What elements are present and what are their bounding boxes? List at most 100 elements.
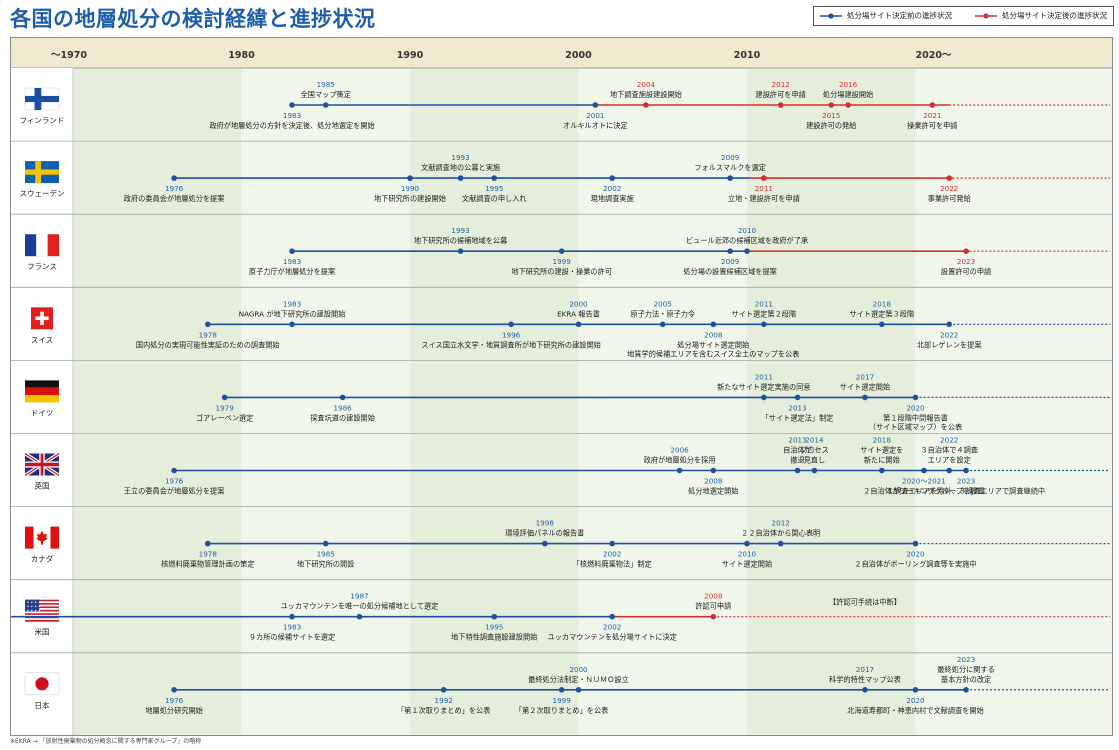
uk-event-8-year: 2023	[957, 477, 975, 486]
ch-event-2-text: 原子力法・原子力令	[630, 309, 695, 318]
ca-event-2-marker	[205, 540, 211, 547]
se-event-6-marker	[761, 175, 767, 181]
flag-us-part	[25, 599, 40, 612]
fr-event-4-text: 処分場の設置候補区域を提案	[683, 267, 776, 276]
jp-event-3-marker	[171, 687, 177, 693]
flag-us-part	[25, 604, 59, 607]
uk-event-8-marker	[963, 467, 969, 474]
flag-de-part	[25, 387, 59, 396]
us-event-2-text: 【許認可手続は中断】	[829, 598, 901, 607]
se-event-2-marker	[171, 175, 177, 181]
flag-us-star	[27, 609, 29, 612]
de-event-5-marker	[912, 394, 919, 401]
se-event-3-marker	[407, 175, 413, 181]
country-name-us: 米国	[35, 627, 50, 637]
ch-event-2-year: 2005	[654, 299, 672, 308]
fi-event-7-text: 操業許可を申請	[907, 121, 957, 130]
uk-event-5-text: 王立の委員会が地層処分を提案	[124, 487, 225, 496]
uk-event-1-marker	[794, 467, 801, 474]
ca-event-5-marker	[744, 540, 750, 547]
ca-event-6-marker	[912, 540, 919, 547]
us-event-6-year: 2002	[603, 623, 621, 632]
flag-jp-sun	[35, 677, 49, 691]
se-event-0-marker	[457, 175, 464, 181]
us-event-5-text: 地下特性調査施設建設開始	[451, 633, 537, 642]
jp-event-2-text2: 基本方針の改定	[941, 675, 991, 684]
flag-de-part	[25, 395, 59, 403]
flag-us-part	[25, 614, 59, 617]
fr-event-4-marker	[727, 248, 733, 254]
country-name-ch: スイス	[31, 335, 53, 344]
ca-event-3-text: 地下研究所の開設	[297, 560, 355, 569]
fi-event-5-text: オルキルオトに決定	[563, 121, 628, 130]
uk-event-6-year: 2008	[704, 477, 723, 486]
se-event-5-marker	[609, 175, 615, 181]
fr-event-1-text: ビュール近郊の候補区域を政府が了承	[686, 236, 808, 245]
uk-event-4-year: 2022	[940, 436, 958, 445]
flag-ca-maple	[36, 530, 48, 545]
legend-marker-after	[983, 13, 989, 19]
fi-event-0-marker	[322, 102, 329, 108]
ch-event-3-text: サイト選定第２段階	[731, 309, 796, 318]
uk-event-4-text: ３自治体で４調査	[920, 446, 978, 455]
flag-de-part	[25, 380, 59, 388]
flag-uk-part	[40, 453, 44, 476]
us-event-1-text: 許認可申請	[695, 602, 731, 611]
se-event-4-year: 1995	[485, 184, 503, 193]
jp-event-3-year: 1976	[165, 696, 184, 705]
ch-event-7-year: 2008	[704, 330, 723, 339]
fi-event-1-year: 2004	[637, 80, 656, 89]
fr-event-5-year: 2023	[957, 257, 975, 266]
se-event-7-marker	[946, 175, 952, 181]
fr-event-1-year: 2010	[738, 226, 757, 235]
band-2000s	[578, 68, 747, 735]
uk-event-0-text: 政府が地層処分を採用	[644, 456, 716, 465]
uk-event-2-text: プロセス	[800, 446, 829, 455]
flag-us-part	[25, 599, 59, 602]
de-event-5-text2: （サイト区域マップ）を公表	[869, 422, 962, 431]
jp-event-2-text: 最終処分に関する	[937, 665, 995, 674]
flag-us	[25, 599, 59, 622]
jp-event-2-marker	[963, 687, 969, 693]
ch-event-4-year: 2018	[873, 299, 892, 308]
ca-event-1-text: ２２自治体から関心表明	[741, 529, 820, 538]
flag-fr-part	[36, 234, 48, 257]
fi-event-5-year: 2001	[586, 111, 604, 120]
country-name-fi: フィンランド	[20, 116, 65, 125]
band-2020s	[915, 68, 1112, 735]
ca-event-1-year: 2012	[772, 519, 790, 528]
se-event-3-year: 1990	[401, 184, 420, 193]
se-event-1-marker	[727, 175, 733, 181]
flag-ca-part	[50, 526, 59, 549]
de-event-3-text: 探査坑道の建設開始	[310, 413, 375, 422]
ch-event-0-text: NAGRA が地下研究所の建設開始	[239, 309, 346, 318]
de-event-5-text: 第１段階中間報告書	[883, 413, 948, 422]
fr-event-5-text: 設置許可の申請	[941, 267, 991, 276]
flag-ca-part	[25, 526, 34, 549]
fi-event-3-year: 2016	[839, 80, 858, 89]
flag-fr-part	[25, 234, 37, 257]
flag-us-part	[25, 613, 59, 615]
ca-event-0-marker	[542, 540, 548, 547]
fi-event-5-marker	[592, 102, 599, 108]
ch-event-4-text: サイト選定第３段階	[849, 309, 914, 318]
fi-event-4-text: 政府が地層処分の方針を決定後、処分地選定を開始	[209, 121, 374, 130]
se-event-6-text: 立地・建設許可を申請	[728, 194, 800, 203]
flag-us-star	[38, 601, 41, 603]
de-event-3-year: 1986	[333, 403, 352, 412]
flag-us-part	[25, 608, 59, 610]
jp-event-2-year: 2023	[957, 655, 975, 664]
ch-event-1-text: EKRA 報告書	[557, 309, 600, 318]
country-name-se: スウェーデン	[20, 188, 65, 198]
flag-us-part	[25, 609, 59, 612]
uk-event-7-marker	[921, 467, 927, 474]
se-event-1-text: フォルスマルクを選定	[694, 163, 766, 172]
ch-event-5-text: 国内処分の実現可能性実証のための調査開始	[136, 340, 280, 349]
uk-event-3-marker	[879, 467, 885, 474]
legend: 処分場サイト決定前の進捗状況 処分場サイト決定後の進捗状況	[813, 6, 1114, 26]
jp-event-4-text: 「第１次取りまとめ」を公表	[397, 706, 490, 715]
ch-event-8-year: 2022	[940, 330, 958, 339]
flag-se	[25, 161, 59, 184]
ch-event-1-marker	[575, 321, 582, 328]
band-1970s	[73, 68, 242, 735]
